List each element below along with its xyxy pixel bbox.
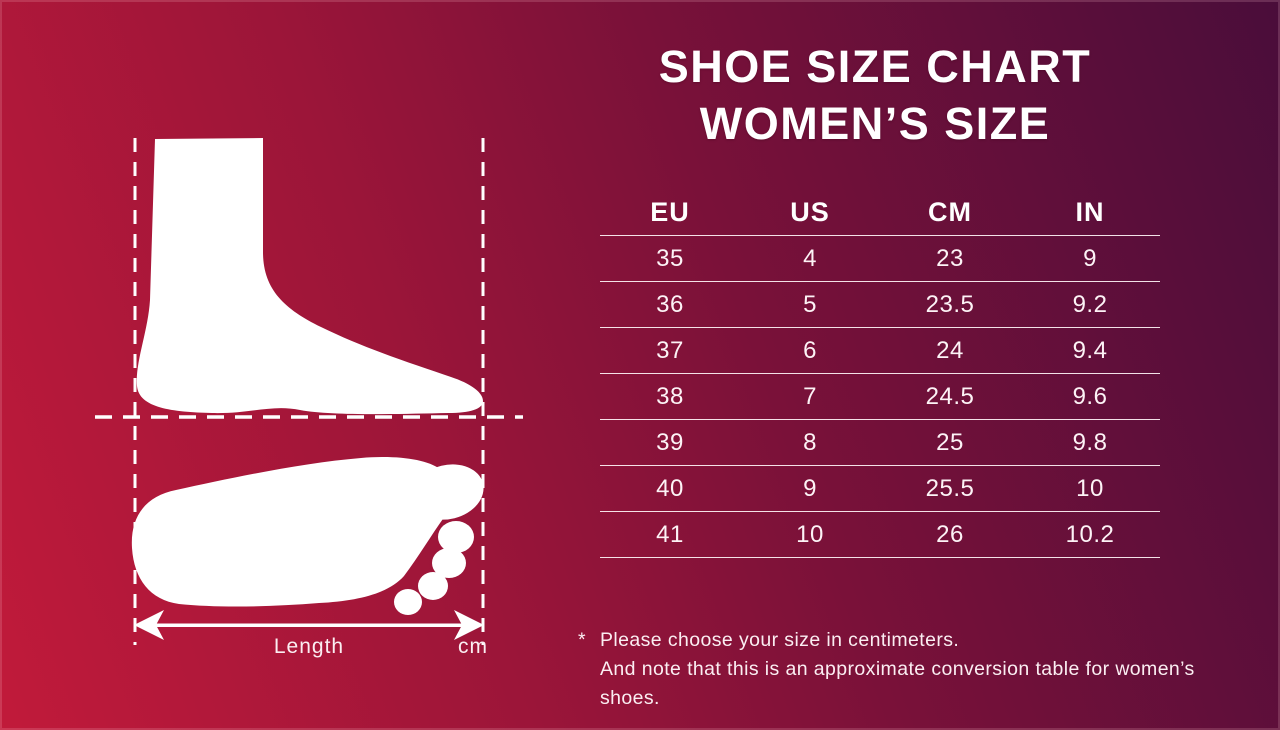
page-title-line2: WOMEN’S SIZE — [699, 98, 1051, 149]
foot-measurement-diagram — [95, 138, 523, 645]
table-cell: 24.5 — [925, 382, 975, 410]
table-cell: 23.5 — [925, 290, 975, 318]
table-cell: 10.2 — [1065, 520, 1115, 548]
table-cell: 6 — [803, 336, 817, 364]
column-header-eu: EU — [650, 197, 690, 227]
footnote-asterisk: * — [578, 629, 586, 651]
length-arrow — [134, 610, 484, 640]
size-table-body: 35 4 23 9 36 5 23.5 9.2 37 6 24 9.4 38 7 24.5 9.6 39 8 25 9… — [600, 235, 1160, 558]
column-header-in: IN — [1075, 197, 1105, 227]
table-row: 40 9 25.5 10 — [600, 465, 1160, 511]
table-cell: 25.5 — [925, 474, 975, 502]
table-cell: 39 — [656, 428, 684, 456]
table-row: 38 7 24.5 9.6 — [600, 373, 1160, 419]
table-row: 39 8 25 9.8 — [600, 419, 1160, 465]
table-cell: 36 — [656, 290, 684, 318]
table-cell: 7 — [803, 382, 817, 410]
table-cell: 40 — [656, 474, 684, 502]
table-cell: 5 — [803, 290, 817, 318]
table-cell: 35 — [656, 244, 684, 272]
foot-side-silhouette-icon — [136, 138, 483, 415]
column-header-cm: CM — [928, 197, 972, 227]
cm-unit-label: cm — [458, 635, 488, 658]
table-cell: 37 — [656, 336, 684, 364]
table-cell: 26 — [936, 520, 964, 548]
length-label: Length — [273, 635, 345, 658]
column-header-us: US — [790, 197, 830, 227]
table-cell: 25 — [936, 428, 964, 456]
table-cell: 9.8 — [1072, 428, 1108, 456]
table-header-row: EU US CM IN — [600, 190, 1160, 235]
table-cell: 38 — [656, 382, 684, 410]
footprint-silhouette-icon — [131, 457, 484, 615]
footnote-line1: Please choose your size in centimeters. — [600, 629, 960, 651]
table-row: 41 10 26 10.2 — [600, 511, 1160, 557]
table-cell: 4 — [803, 244, 817, 272]
table-cell: 10 — [796, 520, 824, 548]
table-cell: 41 — [656, 520, 684, 548]
footnote: * Please choose your size in centimeters… — [578, 626, 1258, 713]
page-title: SHOE SIZE CHART WOMEN’S SIZE — [585, 38, 1165, 152]
table-cell: 9.2 — [1072, 290, 1108, 318]
table-cell: 24 — [936, 336, 964, 364]
size-conversion-table: EU US CM IN 35 4 23 9 36 5 23.5 9.2 37 6 24 9.4 38 7 2… — [600, 190, 1160, 558]
table-cell: 9 — [803, 474, 817, 502]
page-title-line1: SHOE SIZE CHART — [658, 41, 1092, 92]
table-cell: 9 — [1083, 244, 1097, 272]
table-cell: 10 — [1076, 474, 1104, 502]
footnote-text: Please choose your size in centimeters. … — [600, 626, 1258, 713]
table-row: 37 6 24 9.4 — [600, 327, 1160, 373]
table-cell: 23 — [936, 244, 964, 272]
table-cell: 8 — [803, 428, 817, 456]
table-cell: 9.4 — [1072, 336, 1108, 364]
table-cell: 9.6 — [1072, 382, 1108, 410]
table-row: 35 4 23 9 — [600, 235, 1160, 281]
footnote-line2: And note that this is an approximate con… — [600, 658, 1195, 709]
table-row: 36 5 23.5 9.2 — [600, 281, 1160, 327]
